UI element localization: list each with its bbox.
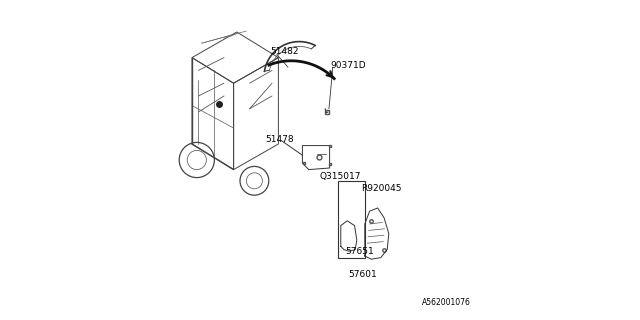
Text: 57601: 57601 <box>348 270 377 279</box>
Text: Q315017: Q315017 <box>320 172 362 181</box>
Text: 90371D: 90371D <box>330 61 366 70</box>
Text: R920045: R920045 <box>361 184 401 193</box>
Text: 57651: 57651 <box>346 247 374 256</box>
Text: 51482: 51482 <box>270 47 299 56</box>
Text: 51478: 51478 <box>265 135 294 144</box>
Text: A562001076: A562001076 <box>422 298 471 307</box>
